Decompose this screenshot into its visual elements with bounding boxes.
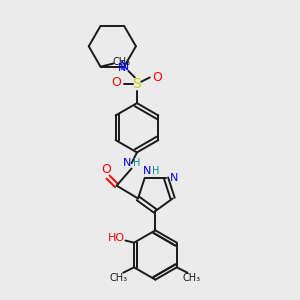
Text: N: N	[123, 158, 131, 168]
Text: CH₃: CH₃	[110, 273, 128, 283]
Text: CH₃: CH₃	[183, 273, 201, 283]
Text: CH₃: CH₃	[113, 57, 131, 68]
Text: N: N	[118, 63, 126, 73]
Text: H: H	[152, 166, 159, 176]
Text: N: N	[119, 60, 129, 73]
Text: N: N	[169, 173, 178, 183]
Text: N: N	[142, 166, 151, 176]
Text: O: O	[152, 71, 162, 84]
Text: HO: HO	[108, 233, 125, 243]
Text: O: O	[101, 163, 111, 176]
Text: O: O	[112, 76, 122, 89]
Text: S: S	[133, 77, 141, 91]
Text: H: H	[133, 158, 141, 168]
